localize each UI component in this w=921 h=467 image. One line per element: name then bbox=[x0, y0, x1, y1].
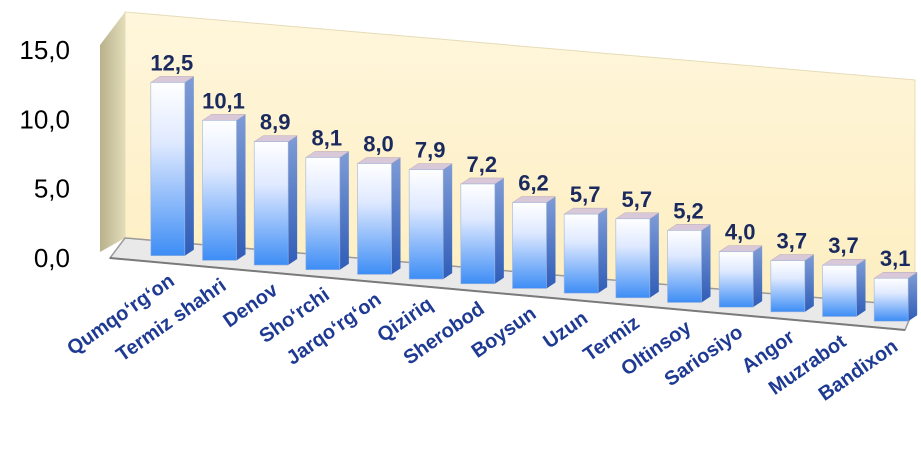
y-tick-label: 0,0 bbox=[34, 243, 70, 273]
left-wall bbox=[100, 12, 125, 252]
bar bbox=[821, 258, 867, 317]
bar bbox=[718, 245, 763, 308]
y-tick-label: 10,0 bbox=[19, 104, 70, 134]
bar bbox=[563, 207, 608, 294]
bar-side bbox=[908, 272, 918, 322]
bar-front bbox=[305, 157, 341, 271]
bar-front bbox=[512, 202, 547, 289]
bar-side bbox=[184, 76, 194, 256]
bar-front bbox=[150, 82, 186, 256]
data-labels: 12,5 10,1 8,9 8,1 8,0 7,9 7,2 6,2 5,7 5,7 5,2 4,0 3,… bbox=[150, 50, 910, 271]
bar-side bbox=[546, 196, 556, 289]
y-axis: 0,0 5,0 10,0 15,0 bbox=[19, 35, 70, 273]
bar bbox=[201, 114, 247, 261]
bar-side bbox=[494, 177, 504, 284]
bar-front bbox=[615, 218, 651, 299]
bar-front bbox=[822, 264, 857, 317]
bar bbox=[460, 177, 505, 285]
data-label: 7,2 bbox=[467, 152, 498, 177]
bar-side bbox=[701, 224, 711, 303]
data-label: 4,0 bbox=[725, 220, 756, 245]
bar-front bbox=[253, 141, 289, 266]
data-label: 3,7 bbox=[777, 229, 808, 254]
bar-side bbox=[339, 151, 349, 270]
data-label: 3,7 bbox=[828, 233, 859, 258]
bar-front bbox=[770, 260, 806, 313]
bar-side bbox=[288, 135, 298, 266]
bar-front bbox=[563, 213, 599, 294]
data-label: 10,1 bbox=[202, 88, 245, 113]
data-label: 8,9 bbox=[260, 110, 291, 135]
bars-group bbox=[150, 76, 918, 322]
y-tick-label: 5,0 bbox=[34, 174, 70, 204]
bar bbox=[253, 135, 298, 266]
bar-side bbox=[649, 212, 659, 298]
bar-front bbox=[460, 183, 496, 285]
bar-side bbox=[753, 245, 763, 308]
bar bbox=[356, 157, 402, 275]
data-label: 8,0 bbox=[363, 132, 394, 157]
bar bbox=[305, 151, 350, 271]
bar bbox=[150, 76, 195, 256]
floor-front-edge bbox=[109, 257, 906, 331]
bar-side bbox=[804, 254, 814, 312]
data-label: 6,2 bbox=[518, 171, 549, 196]
bar-side bbox=[236, 114, 246, 261]
y-tick-label: 15,0 bbox=[19, 35, 70, 65]
bar bbox=[511, 196, 557, 289]
data-label: 12,5 bbox=[150, 50, 193, 75]
bar-front bbox=[408, 169, 444, 280]
data-label: 3,1 bbox=[880, 246, 911, 271]
bar bbox=[770, 254, 815, 313]
bar-front bbox=[667, 230, 702, 303]
bar bbox=[873, 271, 918, 322]
bar-side bbox=[598, 208, 608, 294]
bar bbox=[615, 212, 660, 299]
data-label: 5,2 bbox=[673, 198, 704, 223]
bar-side bbox=[443, 163, 453, 280]
bar-side bbox=[391, 157, 401, 275]
bar-front bbox=[718, 251, 754, 308]
data-label: 5,7 bbox=[570, 182, 601, 207]
bar bbox=[408, 163, 453, 280]
bar bbox=[666, 224, 712, 303]
data-label: 5,7 bbox=[622, 187, 653, 212]
bar-front bbox=[202, 120, 237, 261]
bar-side bbox=[856, 259, 866, 317]
bar-front bbox=[357, 163, 392, 275]
data-label: 7,9 bbox=[415, 138, 446, 163]
data-label: 8,1 bbox=[312, 125, 343, 150]
bar-front bbox=[873, 277, 909, 322]
